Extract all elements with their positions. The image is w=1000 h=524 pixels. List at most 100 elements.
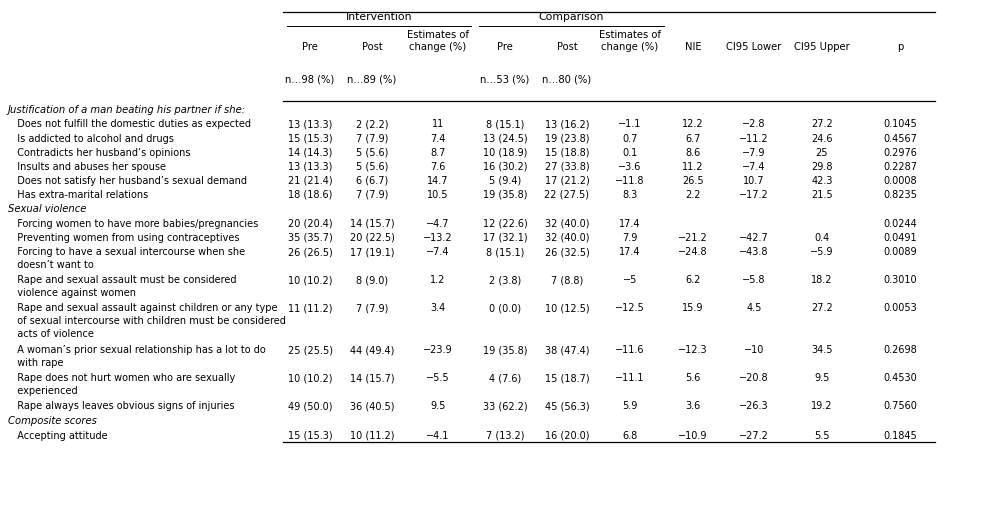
Text: 29.8: 29.8 (811, 161, 833, 171)
Text: 7 (7.9): 7 (7.9) (356, 303, 388, 313)
Text: −5: −5 (623, 275, 637, 285)
Text: p: p (897, 42, 903, 52)
Text: Rape and sexual assault against children or any type
  of sexual intercourse wit: Rape and sexual assault against children… (11, 303, 286, 339)
Text: n…89 (%): n…89 (%) (347, 75, 397, 85)
Text: 32 (40.0): 32 (40.0) (545, 233, 589, 243)
Text: −11.2: −11.2 (739, 134, 769, 144)
Text: 6.2: 6.2 (685, 275, 701, 285)
Text: CI95 Upper: CI95 Upper (794, 42, 850, 52)
Text: 5 (9.4): 5 (9.4) (489, 176, 521, 185)
Text: 8.6: 8.6 (685, 148, 701, 158)
Text: n…53 (%): n…53 (%) (480, 75, 530, 85)
Text: 19 (35.8): 19 (35.8) (483, 190, 527, 200)
Text: 18.2: 18.2 (811, 275, 833, 285)
Text: 3.4: 3.4 (430, 303, 446, 313)
Text: 11.2: 11.2 (682, 161, 704, 171)
Text: Insults and abuses her spouse: Insults and abuses her spouse (11, 161, 166, 171)
Text: Does not fulfill the domestic duties as expected: Does not fulfill the domestic duties as … (11, 119, 251, 129)
Text: −43.8: −43.8 (739, 247, 769, 257)
Text: −5.5: −5.5 (426, 374, 450, 384)
Text: −7.9: −7.9 (742, 148, 766, 158)
Text: 7 (8.8): 7 (8.8) (551, 275, 583, 285)
Text: Preventing women from using contraceptives: Preventing women from using contraceptiv… (11, 233, 240, 243)
Text: −11.6: −11.6 (615, 345, 645, 355)
Text: 25: 25 (816, 148, 828, 158)
Text: 24.6: 24.6 (811, 134, 833, 144)
Text: Composite scores: Composite scores (8, 416, 97, 426)
Text: 5.9: 5.9 (622, 401, 638, 411)
Text: 2 (2.2): 2 (2.2) (356, 119, 388, 129)
Text: 32 (40.0): 32 (40.0) (545, 219, 589, 229)
Text: 17 (19.1): 17 (19.1) (350, 247, 394, 257)
Text: −10.9: −10.9 (678, 431, 708, 441)
Text: 20 (20.4): 20 (20.4) (288, 219, 332, 229)
Text: 10 (10.2): 10 (10.2) (288, 275, 332, 285)
Text: 22 (27.5): 22 (27.5) (544, 190, 590, 200)
Text: 10.7: 10.7 (743, 176, 765, 185)
Text: 0.0053: 0.0053 (883, 303, 917, 313)
Text: 0 (0.0): 0 (0.0) (489, 303, 521, 313)
Text: 0.8235: 0.8235 (883, 190, 917, 200)
Text: −3.6: −3.6 (618, 161, 642, 171)
Text: 26 (32.5): 26 (32.5) (545, 247, 589, 257)
Text: 12.2: 12.2 (682, 119, 704, 129)
Text: 0.4: 0.4 (814, 233, 830, 243)
Text: Rape and sexual assault must be considered
  violence against women: Rape and sexual assault must be consider… (11, 275, 237, 298)
Text: 1.2: 1.2 (430, 275, 446, 285)
Text: 10 (18.9): 10 (18.9) (483, 148, 527, 158)
Text: −7.4: −7.4 (426, 247, 450, 257)
Text: Comparison: Comparison (539, 12, 604, 22)
Text: 0.0089: 0.0089 (883, 247, 917, 257)
Text: 19 (23.8): 19 (23.8) (545, 134, 589, 144)
Text: 38 (47.4): 38 (47.4) (545, 345, 589, 355)
Text: −11.1: −11.1 (615, 374, 645, 384)
Text: 13 (13.3): 13 (13.3) (288, 119, 332, 129)
Text: 21 (21.4): 21 (21.4) (288, 176, 332, 185)
Text: 10 (10.2): 10 (10.2) (288, 374, 332, 384)
Text: 14 (15.7): 14 (15.7) (350, 374, 394, 384)
Text: Forcing women to have more babies/pregnancies: Forcing women to have more babies/pregna… (11, 219, 258, 229)
Text: 27 (33.8): 27 (33.8) (545, 161, 589, 171)
Text: 17.4: 17.4 (619, 219, 641, 229)
Text: −12.3: −12.3 (678, 345, 708, 355)
Text: 2.2: 2.2 (685, 190, 701, 200)
Text: 4 (7.6): 4 (7.6) (489, 374, 521, 384)
Text: 13 (16.2): 13 (16.2) (545, 119, 589, 129)
Text: −5.8: −5.8 (742, 275, 766, 285)
Text: 0.1: 0.1 (622, 148, 638, 158)
Text: −26.3: −26.3 (739, 401, 769, 411)
Text: Rape always leaves obvious signs of injuries: Rape always leaves obvious signs of inju… (11, 401, 234, 411)
Text: NIE: NIE (685, 42, 701, 52)
Text: Rape does not hurt women who are sexually
  experienced: Rape does not hurt women who are sexuall… (11, 374, 235, 396)
Text: −23.9: −23.9 (423, 345, 453, 355)
Text: 9.5: 9.5 (814, 374, 830, 384)
Text: 8.3: 8.3 (622, 190, 638, 200)
Text: 15 (15.3): 15 (15.3) (288, 431, 332, 441)
Text: Estimates of
change (%): Estimates of change (%) (407, 30, 469, 52)
Text: Justification of a man beating his partner if she:: Justification of a man beating his partn… (8, 105, 246, 115)
Text: 34.5: 34.5 (811, 345, 833, 355)
Text: A woman’s prior sexual relationship has a lot to do
  with rape: A woman’s prior sexual relationship has … (11, 345, 266, 368)
Text: 44 (49.4): 44 (49.4) (350, 345, 394, 355)
Text: Post: Post (362, 42, 382, 52)
Text: Has extra-marital relations: Has extra-marital relations (11, 190, 148, 200)
Text: −17.2: −17.2 (739, 190, 769, 200)
Text: 8 (9.0): 8 (9.0) (356, 275, 388, 285)
Text: −4.1: −4.1 (426, 431, 450, 441)
Text: −10: −10 (744, 345, 764, 355)
Text: Pre: Pre (302, 42, 318, 52)
Text: Accepting attitude: Accepting attitude (11, 431, 108, 441)
Text: 5 (5.6): 5 (5.6) (356, 161, 388, 171)
Text: 10 (12.5): 10 (12.5) (545, 303, 589, 313)
Text: 11: 11 (432, 119, 444, 129)
Text: 0.1045: 0.1045 (883, 119, 917, 129)
Text: 17 (21.2): 17 (21.2) (545, 176, 589, 185)
Text: Estimates of
change (%): Estimates of change (%) (599, 30, 661, 52)
Text: 0.3010: 0.3010 (883, 275, 917, 285)
Text: 27.2: 27.2 (811, 119, 833, 129)
Text: −13.2: −13.2 (423, 233, 453, 243)
Text: 9.5: 9.5 (430, 401, 446, 411)
Text: 2 (3.8): 2 (3.8) (489, 275, 521, 285)
Text: −1.1: −1.1 (618, 119, 642, 129)
Text: 0.4530: 0.4530 (883, 374, 917, 384)
